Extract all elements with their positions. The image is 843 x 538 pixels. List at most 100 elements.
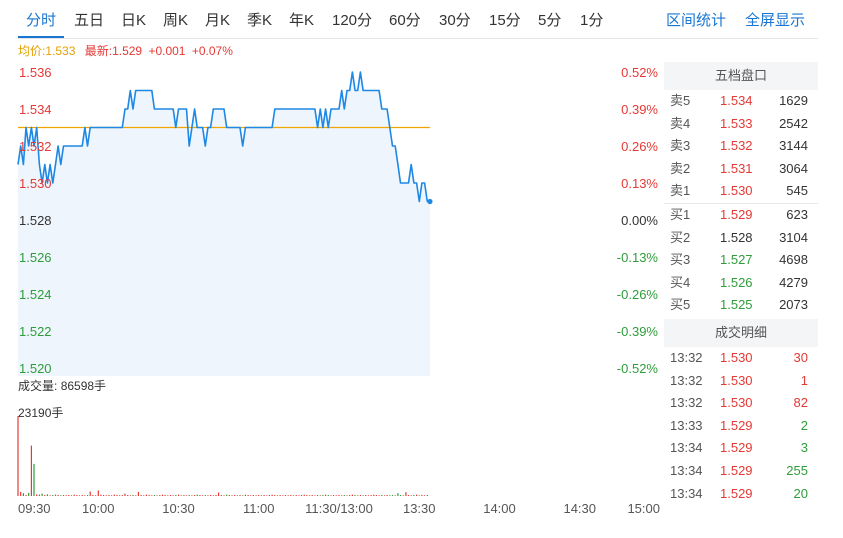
volume-bar — [62, 495, 65, 496]
volume-bar — [226, 494, 228, 496]
x-tick-label: 10:00 — [82, 501, 115, 516]
latest-price-label: 最新: — [84, 44, 113, 58]
tab-divider — [18, 38, 818, 39]
volume-bar — [95, 495, 97, 496]
volume-bar — [132, 495, 134, 496]
tab-five-day[interactable]: 五日 — [74, 12, 105, 29]
bid-row-label: 买1 — [670, 206, 691, 222]
tab-daily-k[interactable]: 日K — [121, 12, 147, 29]
tab-yearly-k[interactable]: 年K — [289, 12, 315, 29]
volume-info: 成交量: 86598手 — [18, 377, 106, 395]
volume-bar — [244, 494, 246, 496]
tab-1min[interactable]: 1分 — [580, 12, 604, 29]
volume-bar — [260, 495, 262, 496]
x-tick-label: 14:00 — [483, 501, 516, 516]
volume-bar — [183, 495, 185, 496]
bid-row: 买3 1.527 4698 — [664, 249, 818, 272]
volume-bar — [73, 494, 75, 496]
volume-bar — [185, 495, 188, 496]
volume-bar — [103, 495, 105, 496]
ask-row-price: 1.530 — [720, 183, 753, 199]
ask-list: 卖5 1.534 1629 卖4 1.533 2542 卖3 1.532 3144 卖2 1.531… — [664, 90, 818, 203]
volume-bar — [354, 495, 356, 496]
ask-row-label: 卖1 — [670, 183, 691, 199]
x-tick-label: 13:30 — [403, 501, 436, 516]
volume-bar — [282, 495, 284, 496]
y-tick-price-label: 1.520 — [19, 361, 52, 376]
bid-row: 买2 1.528 3104 — [664, 227, 818, 250]
volume-bar — [255, 495, 257, 496]
fullscreen-button[interactable]: 全屏显示 — [745, 12, 806, 29]
volume-bar — [81, 495, 83, 496]
volume-bar — [52, 495, 54, 496]
volume-bar — [349, 495, 351, 496]
volume-bar — [22, 493, 24, 496]
volume-bar — [365, 495, 367, 496]
volume-bar — [49, 495, 51, 496]
ask-row: 卖1 1.530 545 — [664, 180, 818, 203]
volume-bar — [65, 495, 67, 496]
tab-15min[interactable]: 15分 — [489, 12, 521, 29]
range-stats-button[interactable]: 区间统计 — [666, 12, 727, 29]
order-book-title: 五档盘口 — [664, 62, 818, 90]
volume-bar — [284, 495, 287, 496]
volume-bar — [234, 495, 236, 496]
tab-quarterly-k[interactable]: 季K — [247, 12, 273, 29]
volume-bar — [247, 495, 249, 496]
volume-bar — [46, 494, 48, 496]
ask-row: 卖4 1.533 2542 — [664, 113, 818, 136]
trade-row-label: 13:33 — [670, 417, 703, 433]
volume-bar — [78, 495, 81, 496]
volume-bar — [207, 495, 209, 496]
trade-row-price: 1.530 — [720, 349, 753, 365]
tab-60min[interactable]: 60分 — [389, 12, 421, 29]
volume-bar — [199, 495, 201, 496]
tab-30min[interactable]: 30分 — [439, 12, 471, 29]
bid-row-price: 1.529 — [720, 206, 753, 222]
tab-monthly-k[interactable]: 月K — [205, 12, 231, 29]
y-tick-pct-label: 0.13% — [621, 176, 658, 191]
tab-5min[interactable]: 5分 — [538, 12, 562, 29]
volume-bar — [68, 495, 70, 496]
y-tick-price-label: 1.536 — [19, 65, 52, 80]
volume-bar — [121, 495, 123, 496]
bid-row-volume: 3104 — [779, 229, 808, 245]
x-tick-label: 14:30 — [563, 501, 596, 516]
volume-bar — [394, 495, 396, 496]
x-tick-label: 15:00 — [627, 501, 660, 516]
volume-bar — [54, 494, 57, 496]
bid-row-label: 买5 — [670, 297, 691, 313]
volume-bar — [30, 445, 32, 496]
y-tick-price-label: 1.524 — [19, 287, 52, 302]
volume-bar — [119, 495, 121, 496]
ask-row-volume: 545 — [786, 183, 808, 199]
ask-row: 卖2 1.531 3064 — [664, 158, 818, 181]
volume-bar — [38, 494, 40, 496]
volume-bar — [373, 494, 375, 496]
trade-row-volume: 20 — [793, 485, 808, 501]
bid-row: 买1 1.529 623 — [664, 204, 818, 227]
volume-bar — [191, 495, 193, 496]
volume-bar — [105, 495, 107, 496]
volume-bar — [17, 416, 19, 496]
tab-intraday[interactable]: 分时 — [26, 12, 57, 29]
volume-bar — [341, 495, 343, 496]
tab-120min[interactable]: 120分 — [332, 12, 373, 29]
volume-bar — [236, 495, 238, 496]
trade-row-volume: 255 — [786, 462, 808, 478]
volume-bar — [164, 495, 166, 496]
tab-weekly-k[interactable]: 周K — [163, 12, 189, 29]
volume-bar — [413, 495, 415, 496]
volume-bar — [20, 491, 22, 496]
volume-bar — [172, 495, 174, 496]
volume-bar — [151, 495, 153, 496]
volume-bar — [274, 495, 276, 496]
volume-bar — [402, 495, 404, 496]
y-tick-price-label: 1.530 — [19, 176, 52, 191]
avg-price-value: 1.533 — [45, 44, 76, 58]
volume-bar — [399, 495, 402, 496]
trade-list: 13:32 1.530 30 13:32 1.530 1 13:32 1.530 82 13:33… — [664, 347, 818, 505]
volume-label: 成交量: — [18, 379, 58, 393]
trade-row-label: 13:32 — [670, 349, 703, 365]
